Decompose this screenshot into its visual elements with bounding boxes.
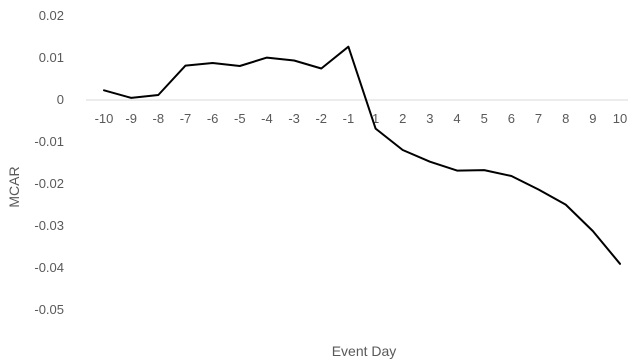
mcar-series-line: [103, 45, 621, 265]
y-tick-label: -0.05: [34, 302, 64, 317]
y-axis-tick-labels: 0.02 0.01 0 -0.01 -0.02 -0.03 -0.04 -0.05: [34, 8, 64, 317]
x-tick-label: -5: [234, 111, 246, 126]
x-axis-tick-labels: -10 -9 -8 -7 -6 -5 -4 -3 -2 -1 1 2 3 4 5 6 7 8 9 10: [95, 111, 628, 126]
x-tick-label: -7: [180, 111, 192, 126]
y-tick-label: -0.03: [34, 218, 64, 233]
x-tick-label: 4: [453, 111, 460, 126]
x-tick-label: -6: [207, 111, 219, 126]
x-tick-label: -8: [153, 111, 165, 126]
y-tick-label: -0.01: [34, 134, 64, 149]
x-tick-label: -3: [288, 111, 300, 126]
y-tick-label: 0.01: [39, 50, 64, 65]
y-tick-label: -0.04: [34, 260, 64, 275]
x-tick-label: 3: [426, 111, 433, 126]
x-tick-label: -2: [315, 111, 327, 126]
x-tick-label: -9: [125, 111, 137, 126]
x-tick-label: 8: [562, 111, 569, 126]
x-tick-label: 2: [399, 111, 406, 126]
x-tick-label: 1: [372, 111, 379, 126]
x-axis-title: Event Day: [332, 343, 397, 359]
x-tick-label: 7: [535, 111, 542, 126]
y-tick-label: -0.02: [34, 176, 64, 191]
x-tick-label: -10: [95, 111, 114, 126]
x-tick-label: -4: [261, 111, 273, 126]
x-tick-label: 5: [481, 111, 488, 126]
y-axis-title: MCAR: [6, 166, 22, 207]
x-tick-label: 6: [508, 111, 515, 126]
x-tick-label: 10: [613, 111, 627, 126]
y-tick-label: 0.02: [39, 8, 64, 23]
y-tick-label: 0: [57, 92, 64, 107]
x-tick-label: -1: [343, 111, 355, 126]
x-tick-label: 9: [589, 111, 596, 126]
